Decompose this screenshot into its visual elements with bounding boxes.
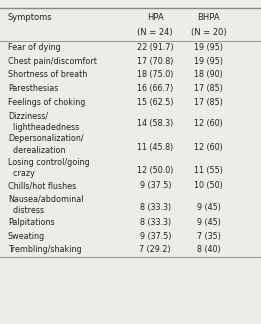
Text: 7 (29.2): 7 (29.2) xyxy=(139,245,171,254)
Text: 11 (45.8): 11 (45.8) xyxy=(137,143,173,152)
Text: 19 (95): 19 (95) xyxy=(194,57,223,66)
Text: Dizziness/
  lightheadedness: Dizziness/ lightheadedness xyxy=(8,111,79,132)
Text: 9 (37.5): 9 (37.5) xyxy=(140,181,171,190)
Text: 8 (33.3): 8 (33.3) xyxy=(140,203,171,212)
Text: 11 (55): 11 (55) xyxy=(194,166,223,175)
Text: 9 (45): 9 (45) xyxy=(197,218,221,227)
Text: 12 (50.0): 12 (50.0) xyxy=(137,166,174,175)
Text: 16 (66.7): 16 (66.7) xyxy=(137,84,173,93)
Text: 14 (58.3): 14 (58.3) xyxy=(137,120,173,128)
Text: 10 (50): 10 (50) xyxy=(194,181,223,190)
Text: 9 (45): 9 (45) xyxy=(197,203,221,212)
Text: 17 (70.8): 17 (70.8) xyxy=(137,57,174,66)
Text: Depersonalization/
  derealization: Depersonalization/ derealization xyxy=(8,134,84,155)
Text: 9 (37.5): 9 (37.5) xyxy=(140,232,171,241)
Text: 18 (75.0): 18 (75.0) xyxy=(137,70,174,79)
Text: Paresthesias: Paresthesias xyxy=(8,84,58,93)
Text: Palpitations: Palpitations xyxy=(8,218,55,227)
Text: Chest pain/discomfort: Chest pain/discomfort xyxy=(8,57,97,66)
Text: (N = 24): (N = 24) xyxy=(138,28,173,37)
Text: 7 (35): 7 (35) xyxy=(197,232,221,241)
Text: 8 (33.3): 8 (33.3) xyxy=(140,218,171,227)
Text: Shortness of breath: Shortness of breath xyxy=(8,70,87,79)
Text: BHPA: BHPA xyxy=(198,13,220,22)
Text: Chills/hot flushes: Chills/hot flushes xyxy=(8,181,76,190)
Text: 12 (60): 12 (60) xyxy=(194,143,223,152)
Text: Nausea/abdominal
  distress: Nausea/abdominal distress xyxy=(8,195,83,215)
Text: 12 (60): 12 (60) xyxy=(194,120,223,128)
Text: 8 (40): 8 (40) xyxy=(197,245,221,254)
Text: Sweating: Sweating xyxy=(8,232,45,241)
Text: 17 (85): 17 (85) xyxy=(194,98,223,107)
Text: (N = 20): (N = 20) xyxy=(191,28,227,37)
Text: Symptoms: Symptoms xyxy=(8,13,52,22)
Text: 19 (95): 19 (95) xyxy=(194,43,223,52)
Text: 22 (91.7): 22 (91.7) xyxy=(137,43,174,52)
Text: 15 (62.5): 15 (62.5) xyxy=(137,98,174,107)
Text: Trembling/shaking: Trembling/shaking xyxy=(8,245,81,254)
Text: Losing control/going
  crazy: Losing control/going crazy xyxy=(8,158,90,178)
Text: 17 (85): 17 (85) xyxy=(194,84,223,93)
Text: 18 (90): 18 (90) xyxy=(194,70,223,79)
Text: HPA: HPA xyxy=(147,13,164,22)
Text: Fear of dying: Fear of dying xyxy=(8,43,61,52)
Text: Feelings of choking: Feelings of choking xyxy=(8,98,85,107)
